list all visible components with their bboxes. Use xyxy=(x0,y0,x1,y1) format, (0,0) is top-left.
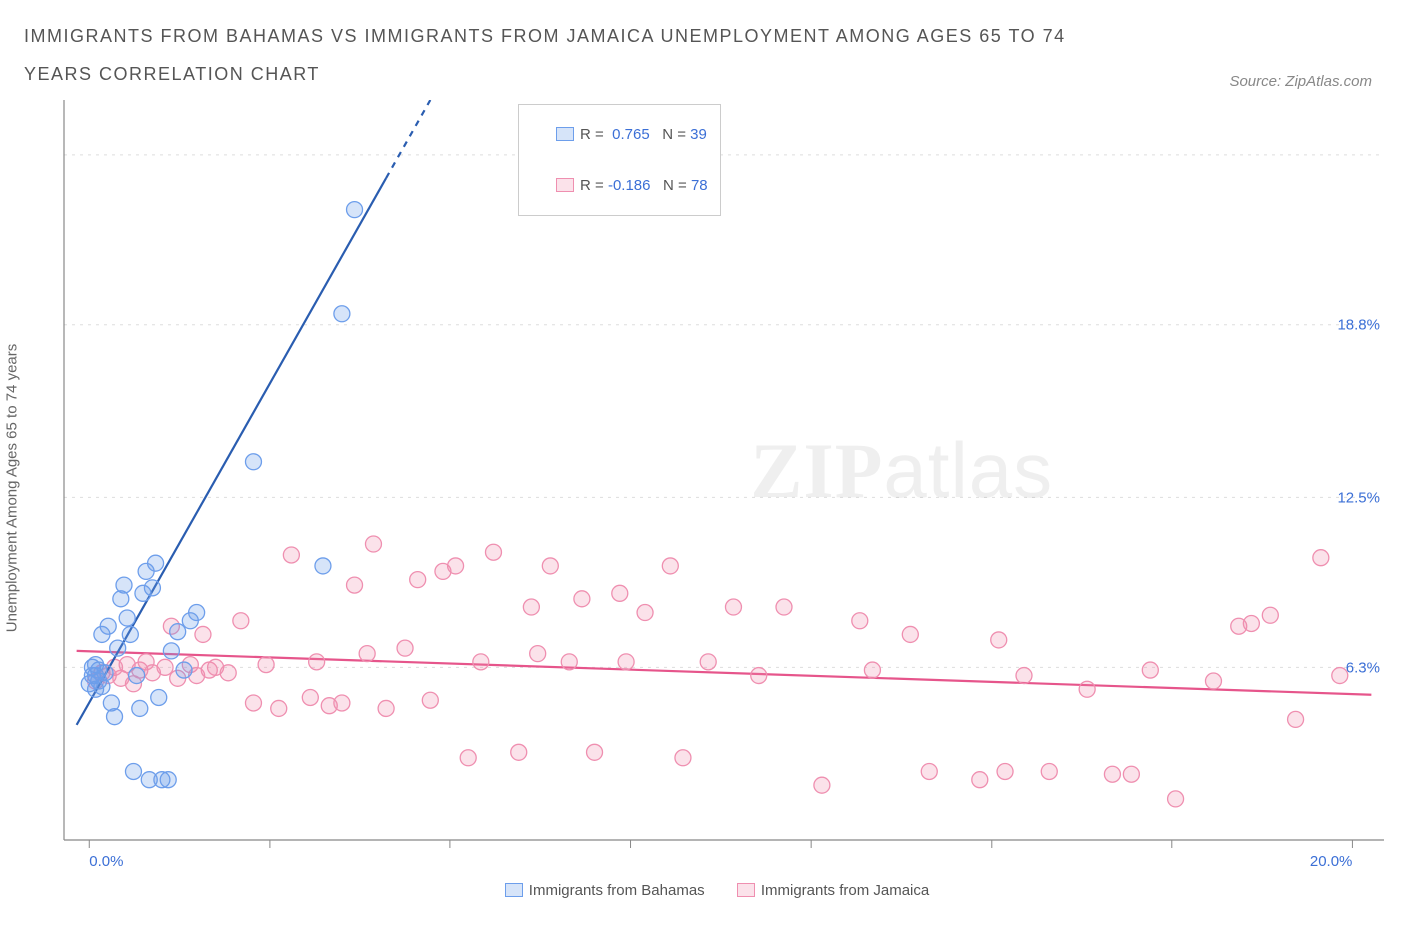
correlation-legend: R = 0.765 N = 39 R = -0.186 N = 78 xyxy=(518,104,721,216)
n-label: N = xyxy=(662,126,686,143)
legend-swatch-jamaica xyxy=(737,883,755,897)
legend-swatch-jamaica xyxy=(556,178,574,192)
legend-label-bahamas: Immigrants from Bahamas xyxy=(529,882,705,899)
r-value-jamaica: -0.186 xyxy=(608,177,651,194)
svg-text:12.5%: 12.5% xyxy=(1337,489,1380,506)
r-value-bahamas: 0.765 xyxy=(612,126,650,143)
chart-area: Unemployment Among Ages 65 to 74 years 6… xyxy=(24,100,1382,876)
legend-swatch-bahamas xyxy=(556,127,574,141)
n-value-jamaica: 78 xyxy=(691,177,708,194)
legend-row-jamaica: R = -0.186 N = 78 xyxy=(531,160,708,211)
svg-text:0.0%: 0.0% xyxy=(89,853,123,870)
legend-swatch-bahamas xyxy=(505,883,523,897)
legend-row-bahamas: R = 0.765 N = 39 xyxy=(531,109,708,160)
series-legend: Immigrants from Bahamas Immigrants from … xyxy=(24,882,1382,899)
chart-title: IMMIGRANTS FROM BAHAMAS VS IMMIGRANTS FR… xyxy=(24,18,1124,94)
chart-source: Source: ZipAtlas.com xyxy=(1229,73,1382,94)
y-axis-label: Unemployment Among Ages 65 to 74 years xyxy=(4,343,21,632)
svg-text:20.0%: 20.0% xyxy=(1310,853,1353,870)
r-label: R = xyxy=(580,177,604,194)
n-label: N = xyxy=(663,177,687,194)
header-row: IMMIGRANTS FROM BAHAMAS VS IMMIGRANTS FR… xyxy=(24,18,1382,94)
svg-text:18.8%: 18.8% xyxy=(1337,316,1380,333)
svg-text:6.3%: 6.3% xyxy=(1346,659,1380,676)
r-label: R = xyxy=(580,126,604,143)
scatter-plot: 6.3% 12.5% 18.8% 0.0% 20.0% xyxy=(24,100,1384,876)
legend-label-jamaica: Immigrants from Jamaica xyxy=(761,882,929,899)
n-value-bahamas: 39 xyxy=(690,126,707,143)
